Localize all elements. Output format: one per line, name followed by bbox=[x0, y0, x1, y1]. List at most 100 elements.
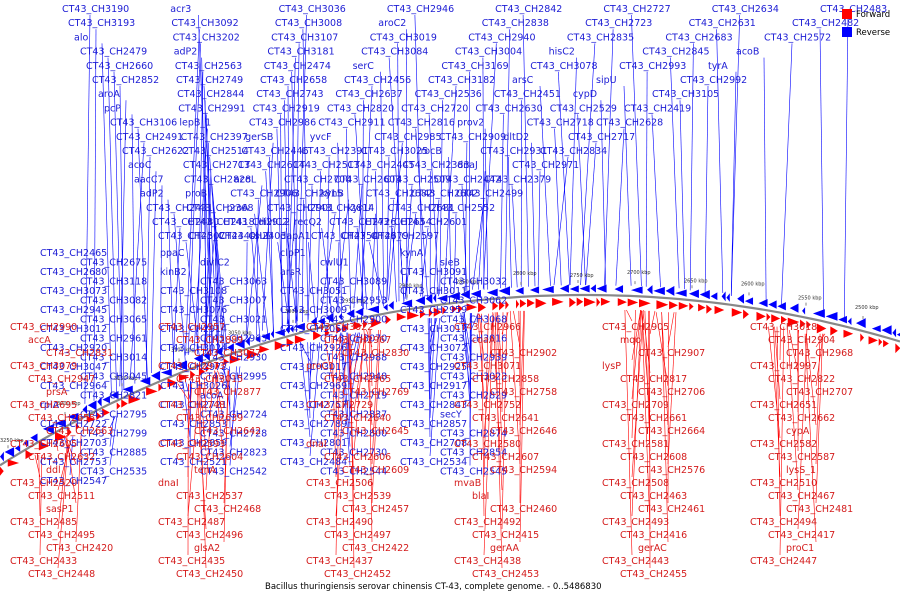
reverse-gene-label: CT43_CH2521 bbox=[160, 457, 227, 468]
forward-connector bbox=[519, 310, 524, 426]
forward-gene-label: CT43_CH2664 bbox=[638, 426, 705, 437]
reverse-gene-label: yvcF bbox=[310, 132, 332, 143]
reverse-gene-label: CT43_CH2930 bbox=[200, 353, 267, 364]
reverse-gene-label: aroC2 bbox=[378, 18, 406, 29]
forward-gene-arrow bbox=[313, 330, 322, 341]
reverse-gene-arrow bbox=[590, 284, 596, 293]
reverse-gene-label: CT43_CH2403 bbox=[219, 231, 286, 242]
reverse-gene-arrow bbox=[847, 317, 852, 326]
legend-forward-swatch bbox=[842, 9, 852, 19]
scale-tick-label: 2650 kbp bbox=[684, 278, 708, 284]
forward-gene-label: CT43_CH2452 bbox=[324, 569, 391, 580]
reverse-gene-label: CT43_CH3066 bbox=[280, 324, 347, 335]
reverse-gene-label: acr3 bbox=[170, 4, 191, 15]
forward-gene-arrow bbox=[478, 302, 486, 313]
forward-gene-label: CT43_CH2587 bbox=[768, 452, 835, 463]
forward-gene-label: CT43_CH2606 bbox=[324, 452, 391, 463]
reverse-connector bbox=[553, 156, 569, 286]
forward-gene-label: CT43_CH2593 bbox=[158, 439, 225, 450]
forward-gene-label: CT43_CH2645 bbox=[342, 426, 409, 437]
reverse-gene-label: CT43_CH2700 bbox=[284, 174, 351, 185]
reverse-connector bbox=[317, 171, 321, 318]
forward-gene-label: CT43_CH2415 bbox=[472, 530, 539, 541]
forward-gene-label: CT43_CH2990 bbox=[10, 322, 77, 333]
forward-gene-arrow bbox=[787, 317, 800, 327]
reverse-gene-label: sipU bbox=[596, 75, 617, 86]
reverse-gene-arrow bbox=[270, 329, 274, 339]
forward-gene-arrow bbox=[868, 336, 878, 345]
reverse-connector bbox=[309, 342, 315, 381]
reverse-gene-arrow bbox=[175, 360, 188, 371]
forward-gene-label: CT43_CH3022 bbox=[306, 322, 373, 333]
reverse-gene-label: CT43_CH3073 bbox=[40, 286, 107, 297]
forward-gene-label: glsA2 bbox=[194, 543, 220, 554]
forward-gene-label: gerAA bbox=[490, 543, 520, 554]
forward-gene-arrow bbox=[294, 335, 306, 344]
reverse-gene-label: CT43_CH2971 bbox=[512, 160, 579, 171]
reverse-connector bbox=[539, 85, 551, 286]
reverse-gene-label: CT43_CH2991 bbox=[178, 103, 245, 114]
reverse-gene-arrow bbox=[285, 325, 290, 334]
forward-gene-arrow bbox=[452, 305, 458, 313]
reverse-gene-label: CT43_CH2480 bbox=[152, 217, 219, 228]
forward-gene-label: CT43_CH2639 bbox=[176, 413, 243, 424]
reverse-gene-label: kynA bbox=[400, 248, 424, 259]
forward-gene-label: CT43_CH2438 bbox=[454, 556, 521, 567]
reverse-connector bbox=[229, 366, 237, 466]
reverse-connector bbox=[337, 142, 342, 314]
reverse-connector bbox=[173, 213, 186, 366]
reverse-connector bbox=[464, 142, 468, 292]
reverse-gene-arrow bbox=[346, 309, 355, 319]
reverse-gene-label: CT43_CH2719 bbox=[320, 391, 387, 402]
forward-gene-arrow bbox=[215, 361, 219, 370]
forward-gene-label: CT43_CH3015 bbox=[176, 374, 243, 385]
reverse-gene-label: CT43_CH3007 bbox=[200, 296, 267, 307]
reverse-connector bbox=[193, 128, 208, 353]
reverse-gene-label: CT43_CH2726 bbox=[329, 217, 396, 228]
reverse-gene-arrow bbox=[614, 285, 624, 294]
reverse-gene-label: prov2 bbox=[457, 118, 484, 129]
forward-gene-arrow bbox=[223, 358, 229, 366]
forward-connector bbox=[805, 333, 817, 426]
forward-gene-arrow bbox=[505, 300, 509, 310]
legend-reverse-swatch bbox=[842, 27, 852, 37]
reverse-gene-arrow bbox=[383, 303, 388, 311]
forward-gene-label: CT43_CH2506 bbox=[306, 478, 373, 489]
reverse-gene-arrow bbox=[892, 328, 897, 338]
reverse-gene-arrow bbox=[289, 325, 294, 333]
reverse-gene-label: CT43_CH2529 bbox=[550, 103, 617, 114]
reverse-gene-label: CT43_CH2754 bbox=[311, 231, 378, 242]
forward-gene-label: cypA bbox=[786, 426, 810, 437]
forward-gene-label: CT43_CH2496 bbox=[176, 530, 243, 541]
forward-gene-arrow bbox=[25, 449, 33, 460]
reverse-gene-label: CT43_CH2988 bbox=[320, 353, 387, 364]
forward-gene-arrow bbox=[466, 303, 478, 311]
reverse-gene-label: CT43_CH3014 bbox=[80, 353, 147, 364]
reverse-gene-label: clpP1 bbox=[280, 248, 306, 259]
forward-gene-label: CT43_CH2769 bbox=[342, 387, 409, 398]
reverse-gene-label: CT43_CH2730 bbox=[320, 448, 387, 459]
forward-gene-arrow bbox=[167, 378, 179, 388]
forward-gene-label: CT43_CH3018 bbox=[750, 322, 817, 333]
reverse-connector bbox=[185, 381, 191, 400]
reverse-gene-label: CT43_CH2854 bbox=[440, 448, 507, 459]
reverse-gene-label: CT43_CH3107 bbox=[271, 32, 338, 43]
forward-gene-label: CT43_CH2877 bbox=[194, 387, 261, 398]
reverse-connector bbox=[429, 318, 436, 419]
reverse-connector bbox=[206, 114, 213, 353]
reverse-gene-arrow bbox=[325, 312, 334, 323]
reverse-gene-label: CT43_CH2964 bbox=[40, 381, 107, 392]
forward-gene-label: coaA bbox=[472, 335, 496, 346]
reverse-gene-label: CT43_CH2828 bbox=[184, 174, 251, 185]
forward-connector bbox=[815, 333, 821, 465]
reverse-connector bbox=[631, 14, 642, 287]
reverse-connector bbox=[216, 242, 219, 350]
legend: Forward Reverse bbox=[842, 9, 890, 38]
forward-gene-label: blaI bbox=[472, 491, 489, 502]
reverse-gene-label: CT43_CH2547 bbox=[40, 476, 107, 487]
forward-gene-label: CT43_CH2707 bbox=[786, 387, 853, 398]
reverse-gene-label: CT43_CH2749 bbox=[176, 75, 243, 86]
reverse-gene-label: CT43_CH2654 bbox=[365, 217, 432, 228]
forward-gene-label: proC1 bbox=[786, 543, 814, 554]
